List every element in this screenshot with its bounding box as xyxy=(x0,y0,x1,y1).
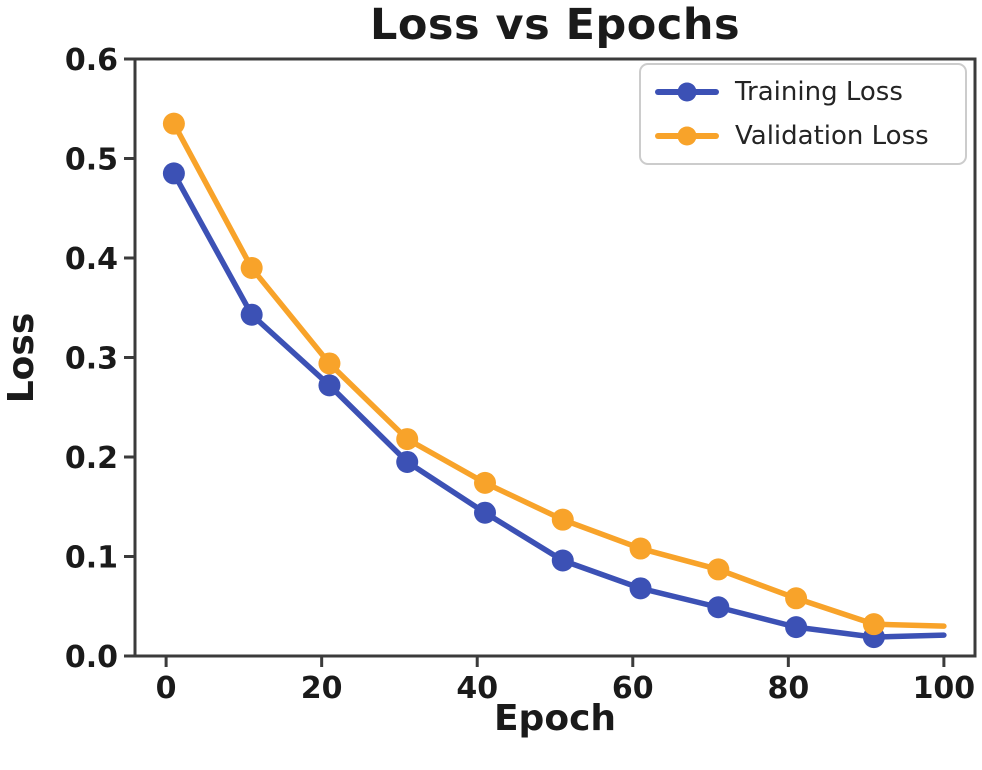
data-point-validation-loss xyxy=(474,471,496,494)
data-point-validation-loss xyxy=(240,256,263,279)
data-point-training-loss xyxy=(551,549,574,572)
legend-label-validation: Validation Loss xyxy=(735,121,929,151)
data-point-validation-loss xyxy=(318,352,341,375)
axes-spines xyxy=(133,57,977,658)
data-point-validation-loss xyxy=(629,537,652,560)
data-point-validation-loss xyxy=(551,508,574,531)
legend-item-training: Training Loss xyxy=(655,71,951,113)
data-point-training-loss xyxy=(629,577,652,600)
validation-loss-marker-icon xyxy=(677,126,697,146)
data-point-training-loss xyxy=(240,303,263,326)
training-loss-marker-icon xyxy=(677,82,697,102)
data-point-validation-loss xyxy=(162,112,185,135)
x-tick-label: 80 xyxy=(767,671,809,706)
data-point-training-loss xyxy=(396,450,419,473)
data-point-validation-loss xyxy=(707,558,730,581)
chart-title: Loss vs Epochs xyxy=(369,0,741,50)
legend-label-training: Training Loss xyxy=(735,77,903,107)
data-point-training-loss xyxy=(162,162,185,185)
data-point-training-loss xyxy=(474,501,496,524)
data-point-training-loss xyxy=(785,616,808,639)
y-tick-label: 0.5 xyxy=(65,143,118,178)
validation-loss-line-sample xyxy=(655,126,719,146)
x-tick-label: 100 xyxy=(913,671,976,706)
x-tick-label: 0 xyxy=(156,671,177,706)
x-tick-label: 20 xyxy=(301,671,343,706)
y-tick-label: 0.0 xyxy=(65,640,118,675)
x-tick-label: 60 xyxy=(612,671,654,706)
x-axis-label: Epoch xyxy=(493,698,617,739)
data-point-training-loss xyxy=(318,374,341,397)
y-tick-label: 0.1 xyxy=(65,541,118,576)
legend: Training Loss Validation Loss xyxy=(639,63,967,165)
legend-item-validation: Validation Loss xyxy=(655,115,951,157)
data-point-training-loss xyxy=(707,596,730,619)
y-tick-label: 0.2 xyxy=(65,441,118,476)
x-tick-label: 40 xyxy=(456,671,498,706)
training-loss-line-sample xyxy=(655,82,719,102)
y-tick-label: 0.4 xyxy=(65,242,118,277)
y-tick-label: 0.6 xyxy=(65,43,118,78)
data-point-validation-loss xyxy=(785,587,808,610)
y-tick-label: 0.3 xyxy=(65,342,118,377)
data-point-validation-loss xyxy=(862,613,885,636)
data-point-validation-loss xyxy=(396,428,419,451)
